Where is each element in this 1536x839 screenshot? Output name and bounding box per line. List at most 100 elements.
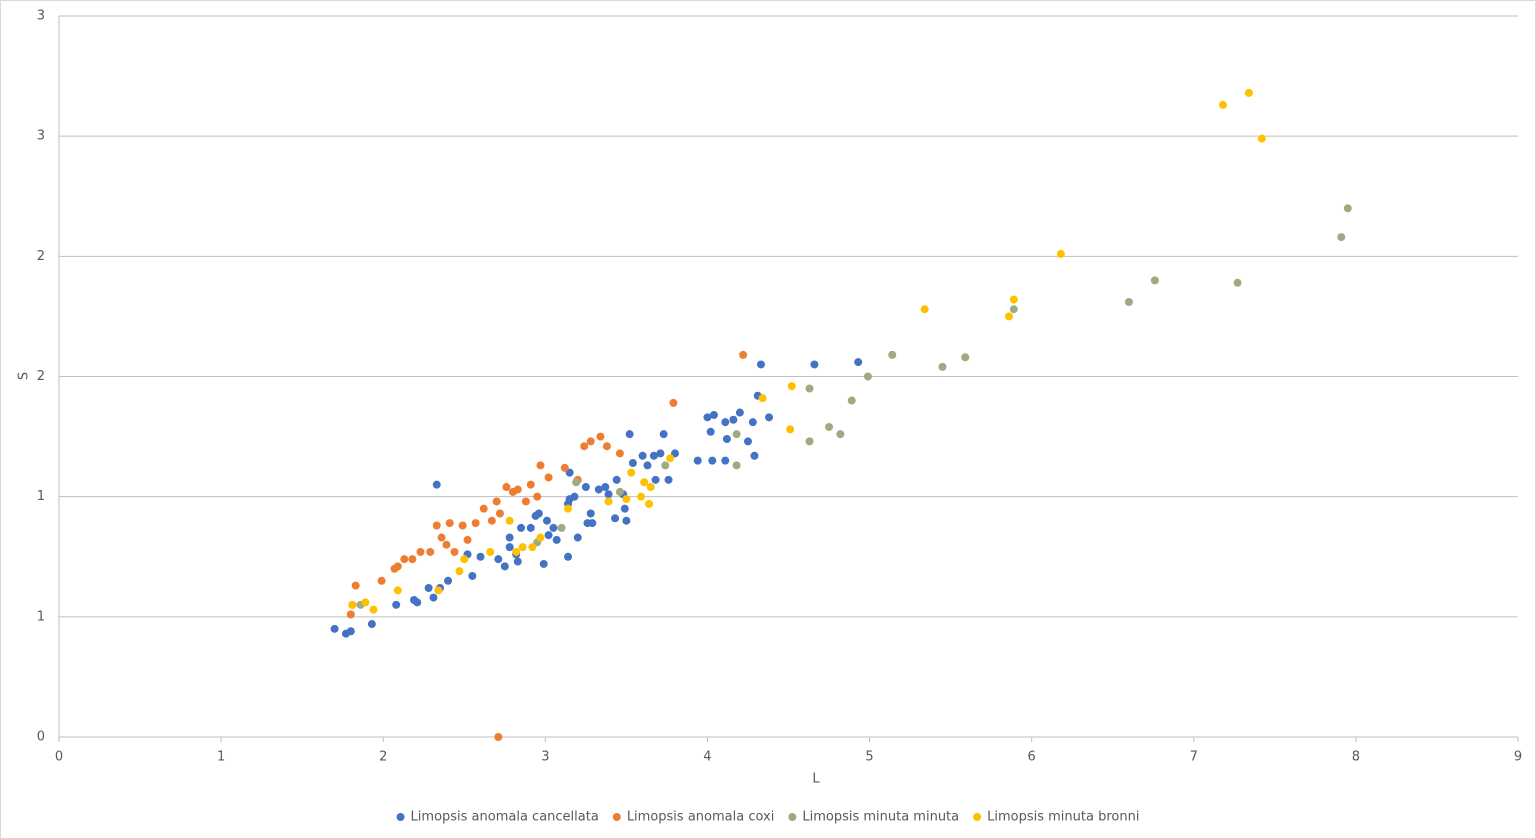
- scatter-point: [1233, 278, 1242, 287]
- scatter-point: [552, 535, 561, 544]
- scatter-point: [424, 583, 433, 592]
- scatter-point: [656, 449, 665, 458]
- scatter-point: [1124, 297, 1133, 306]
- y-tick-label: 1: [37, 489, 45, 504]
- scatter-point: [393, 586, 402, 595]
- scatter-point: [479, 504, 488, 513]
- legend-label: Limopsis minuta bronni: [987, 810, 1139, 825]
- scatter-point: [847, 396, 856, 405]
- scatter-point: [805, 437, 814, 446]
- scatter-point: [594, 485, 603, 494]
- scatter-point: [570, 492, 579, 501]
- scatter-point: [445, 519, 454, 528]
- scatter-point: [615, 487, 624, 496]
- scatter-point: [369, 605, 378, 614]
- scatter-point: [502, 483, 511, 492]
- scatter-point: [346, 610, 355, 619]
- scatter-point: [588, 519, 597, 528]
- scatter-point: [787, 382, 796, 391]
- scatter-point: [526, 480, 535, 489]
- scatter-point: [557, 523, 566, 532]
- scatter-point: [564, 552, 573, 561]
- scatter-point: [602, 442, 611, 451]
- scatter-point: [521, 497, 530, 506]
- scatter-point: [721, 456, 730, 465]
- legend-marker: [788, 813, 797, 821]
- scatter-point: [432, 521, 441, 530]
- scatter-point: [1009, 305, 1018, 314]
- scatter-point: [1150, 276, 1159, 285]
- y-tick-label: 2: [37, 249, 45, 264]
- scatter-point: [854, 358, 863, 367]
- x-tick-label: 4: [703, 750, 711, 765]
- x-tick-label: 8: [1352, 750, 1360, 765]
- scatter-point: [455, 567, 464, 576]
- y-tick-label: 3: [37, 129, 45, 144]
- scatter-point: [612, 475, 621, 484]
- scatter-point: [450, 547, 459, 556]
- scatter-point: [573, 533, 582, 542]
- scatter-point: [549, 523, 558, 532]
- scatter-point: [544, 473, 553, 482]
- scatter-point: [669, 398, 678, 407]
- scatter-point: [961, 353, 970, 362]
- legend-marker: [973, 813, 982, 821]
- scatter-point: [645, 499, 654, 508]
- scatter-point: [560, 463, 569, 472]
- scatter-point: [722, 434, 731, 443]
- scatter-point: [640, 478, 649, 487]
- y-tick-label: 2: [37, 369, 45, 384]
- scatter-point: [622, 516, 631, 525]
- scatter-point: [620, 504, 629, 513]
- scatter-point: [505, 543, 514, 552]
- scatter-point: [666, 454, 675, 463]
- scatter-point: [346, 627, 355, 636]
- scatter-point: [534, 509, 543, 518]
- scatter-point: [743, 437, 752, 446]
- scatter-point: [643, 461, 652, 470]
- y-axis-title: S: [17, 372, 32, 380]
- scatter-point: [500, 562, 509, 571]
- scatter-point: [611, 514, 620, 523]
- scatter-point: [810, 360, 819, 369]
- x-tick-label: 0: [55, 750, 63, 765]
- scatter-point: [604, 497, 613, 506]
- scatter-point: [920, 305, 929, 314]
- scatter-point: [1244, 88, 1253, 97]
- scatter-point: [392, 600, 401, 609]
- scatter-point: [938, 362, 947, 371]
- legend-marker: [396, 813, 405, 821]
- x-tick-label: 7: [1190, 750, 1198, 765]
- y-tick-label: 0: [37, 730, 45, 745]
- scatter-point: [739, 350, 748, 359]
- scatter-point: [377, 576, 386, 585]
- scatter-point: [429, 593, 438, 602]
- scatter-point: [649, 451, 658, 460]
- scatter-point: [487, 516, 496, 525]
- scatter-point: [732, 430, 741, 439]
- scatter-point: [703, 413, 712, 422]
- scatter-point: [476, 552, 485, 561]
- scatter-point: [758, 394, 767, 403]
- scatter-point: [444, 576, 453, 585]
- scatter-point: [513, 557, 522, 566]
- x-tick-label: 2: [379, 750, 387, 765]
- scatter-point: [646, 483, 655, 492]
- scatter-point: [494, 733, 503, 741]
- scatter-point: [888, 350, 897, 359]
- scatter-point: [750, 451, 759, 460]
- scatter-point: [460, 555, 469, 564]
- scatter-point: [756, 360, 765, 369]
- scatter-point: [659, 430, 668, 439]
- scatter-point: [361, 598, 370, 607]
- scatter-point: [517, 523, 526, 532]
- scatter-point: [836, 430, 845, 439]
- scatter-point: [330, 624, 339, 633]
- scatter-point: [528, 543, 537, 552]
- scatter-point: [709, 410, 718, 419]
- scatter-point: [486, 547, 495, 556]
- scatter-point: [732, 461, 741, 470]
- scatter-point: [615, 449, 624, 458]
- x-tick-label: 5: [865, 750, 873, 765]
- scatter-point: [765, 413, 774, 422]
